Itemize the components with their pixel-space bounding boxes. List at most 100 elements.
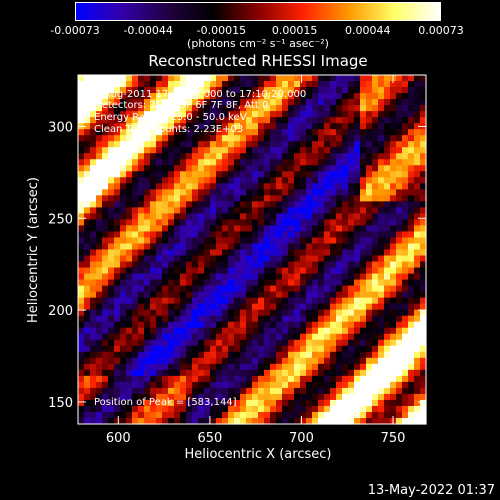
heatmap-cell xyxy=(318,159,325,166)
heatmap-cell xyxy=(366,381,373,389)
heatmap-cell xyxy=(396,237,403,245)
heatmap-cell xyxy=(378,177,385,184)
heatmap-cell xyxy=(222,333,229,341)
heatmap-cell xyxy=(306,315,313,323)
heatmap-cell xyxy=(384,171,391,178)
heatmap-cell xyxy=(390,285,397,293)
heatmap-cell xyxy=(138,405,145,413)
heatmap-cell xyxy=(306,381,313,389)
heatmap-cell xyxy=(258,327,265,335)
heatmap-cell xyxy=(378,117,385,124)
heatmap-cell xyxy=(348,369,355,377)
heatmap-cell xyxy=(84,111,91,118)
heatmap-cell xyxy=(366,393,373,401)
heatmap-cell xyxy=(150,309,157,317)
heatmap-cell xyxy=(384,369,391,377)
heatmap-cell xyxy=(126,231,133,239)
heatmap-cell xyxy=(234,177,241,184)
heatmap-cell xyxy=(366,75,373,82)
heatmap-cell xyxy=(138,321,145,329)
heatmap-cell xyxy=(240,141,247,148)
heatmap-cell xyxy=(282,123,289,130)
heatmap-cell xyxy=(276,75,283,82)
heatmap-cell xyxy=(234,219,241,227)
heatmap-cell xyxy=(228,243,235,251)
heatmap-cell xyxy=(114,201,121,208)
heatmap-cell xyxy=(306,111,313,118)
heatmap-cell xyxy=(330,279,337,287)
heatmap-cell xyxy=(300,369,307,377)
heatmap-cell xyxy=(96,81,103,88)
heatmap-cell xyxy=(234,363,241,371)
heatmap-cell xyxy=(180,333,187,341)
heatmap-cell xyxy=(90,405,97,413)
heatmap-cell xyxy=(360,321,367,329)
heatmap-cell xyxy=(390,297,397,305)
heatmap-cell xyxy=(84,357,91,365)
heatmap-cell xyxy=(282,279,289,287)
heatmap-cell xyxy=(378,363,385,371)
heatmap-cell xyxy=(228,99,235,106)
heatmap-cell xyxy=(216,417,223,425)
heatmap-cell xyxy=(96,237,103,245)
heatmap-cell xyxy=(216,321,223,329)
heatmap-cell xyxy=(366,417,373,425)
heatmap-cell xyxy=(234,255,241,263)
heatmap-cell xyxy=(330,141,337,148)
heatmap-cell xyxy=(234,201,241,208)
heatmap-cell xyxy=(126,315,133,323)
heatmap-cell xyxy=(396,291,403,299)
heatmap-cell xyxy=(420,417,427,425)
heatmap-cell xyxy=(258,87,265,94)
heatmap-cell xyxy=(372,333,379,341)
heatmap-cell xyxy=(252,273,259,281)
heatmap-cell xyxy=(246,285,253,293)
heatmap-cell xyxy=(336,417,343,425)
heatmap-cell xyxy=(156,285,163,293)
heatmap-cell xyxy=(252,171,259,178)
heatmap-cell xyxy=(96,105,103,112)
heatmap-cell xyxy=(396,219,403,227)
heatmap-cell xyxy=(150,357,157,365)
info-algorithm: Clean Total Counts: 2.23E+03 xyxy=(94,124,244,135)
heatmap-cell xyxy=(330,213,337,221)
heatmap-cell xyxy=(216,297,223,305)
heatmap-cell xyxy=(186,99,193,106)
heatmap-cell xyxy=(150,75,157,82)
heatmap-cell xyxy=(192,261,199,269)
heatmap-cell xyxy=(354,405,361,413)
heatmap-cell xyxy=(162,237,169,245)
heatmap-cell xyxy=(342,261,349,269)
heatmap-cell xyxy=(342,189,349,196)
heatmap-cell xyxy=(156,213,163,221)
heatmap-cell xyxy=(114,291,121,299)
heatmap-cell xyxy=(366,249,373,257)
heatmap-cell xyxy=(360,327,367,335)
heatmap-cell xyxy=(342,213,349,221)
heatmap-cell xyxy=(300,399,307,407)
heatmap-cell xyxy=(192,267,199,275)
heatmap-cell xyxy=(132,147,139,154)
heatmap-cell xyxy=(282,339,289,347)
heatmap-cell xyxy=(126,201,133,208)
heatmap-cell xyxy=(114,165,121,172)
heatmap-cell xyxy=(96,285,103,293)
heatmap-cell xyxy=(96,339,103,347)
heatmap-cell xyxy=(252,297,259,305)
heatmap-cell xyxy=(84,243,91,251)
heatmap-cell xyxy=(132,93,139,100)
heatmap-cell xyxy=(240,309,247,317)
heatmap-cell xyxy=(174,231,181,239)
heatmap-cell xyxy=(192,123,199,130)
heatmap-cell xyxy=(198,147,205,154)
heatmap-cell xyxy=(402,219,409,227)
heatmap-cell xyxy=(222,345,229,353)
heatmap-cell xyxy=(384,261,391,269)
heatmap-cell xyxy=(318,261,325,269)
heatmap-cell xyxy=(306,393,313,401)
heatmap-cell xyxy=(204,201,211,208)
heatmap-cell xyxy=(270,93,277,100)
heatmap-cell xyxy=(126,261,133,269)
heatmap-cell xyxy=(96,111,103,118)
heatmap-cell xyxy=(408,171,415,178)
